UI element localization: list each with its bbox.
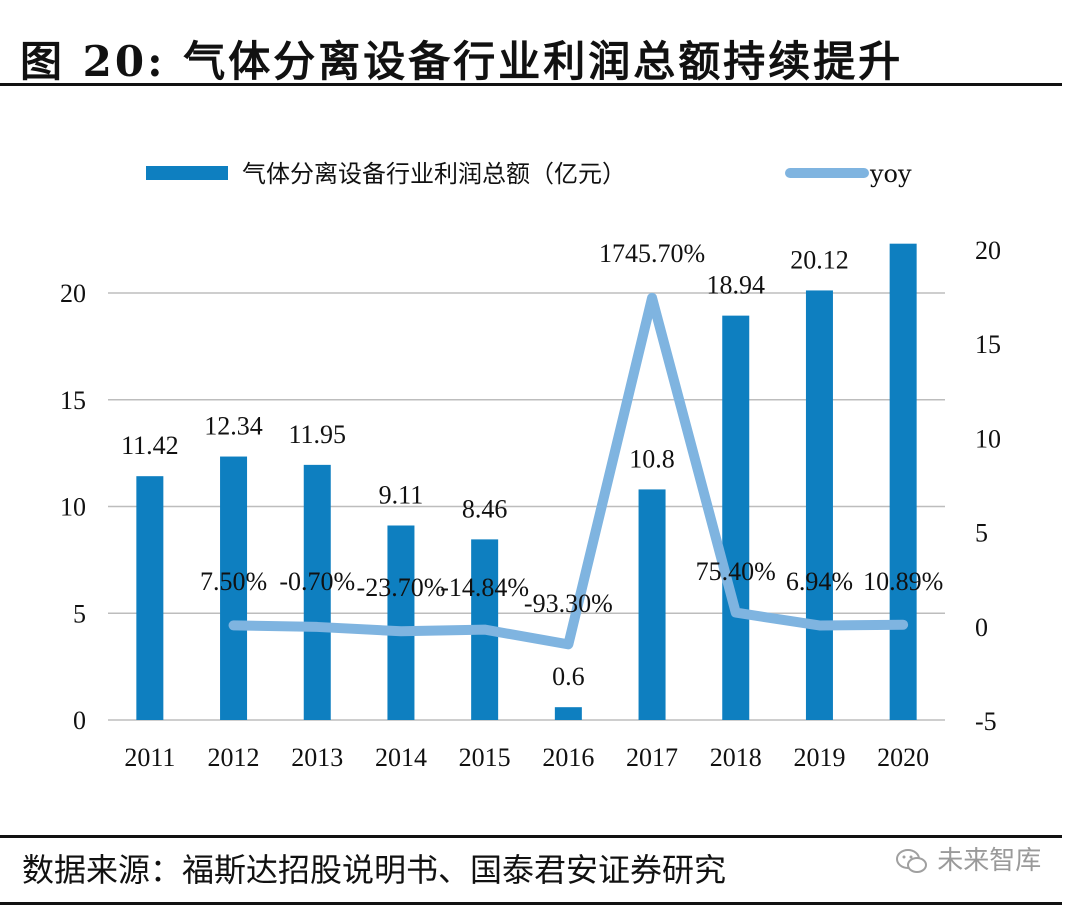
yoy-data-label: -0.70%	[279, 567, 355, 596]
right-tick-label: 20	[975, 236, 1001, 265]
gridlines	[108, 292, 945, 721]
x-tick-label: 2012	[208, 743, 260, 772]
left-axis: 0 5 10 15 20	[60, 279, 86, 735]
yoy-data-labels: 7.50% -0.70% -23.70%-14.84%-93.30% 1745.70%…	[200, 239, 943, 618]
x-tick-label: 2013	[291, 743, 343, 772]
left-tick-label: 10	[60, 493, 86, 522]
bar-data-label: 20.12	[790, 245, 849, 274]
yoy-data-label: -23.70%	[357, 573, 446, 602]
legend-label-yoy: yoy	[869, 160, 912, 188]
x-tick-label: 2018	[710, 743, 762, 772]
x-tick-label: 2017	[626, 743, 678, 772]
bar-data-label: 12.34	[204, 412, 263, 441]
bar-data-label: 8.46	[462, 494, 508, 523]
chart: 气体分离设备行业利润总额（亿元） yoy 0 5 10 15 20 -5 0 5 10 15 20…	[60, 160, 1001, 772]
x-tick-label: 2011	[124, 743, 175, 772]
yoy-data-label: -14.84%	[440, 573, 529, 602]
yoy-line	[228, 292, 909, 650]
x-tick-label: 2019	[793, 743, 845, 772]
yoy-data-label: 6.94%	[786, 567, 853, 596]
bar-data-label: 10.8	[629, 444, 675, 473]
bar	[805, 290, 833, 720]
bar-data-label: 9.11	[379, 481, 424, 510]
bar	[554, 707, 582, 720]
x-tick-label: 2015	[459, 743, 511, 772]
right-tick-label: 15	[975, 330, 1001, 359]
bottom-rule	[0, 902, 1062, 905]
right-tick-label: -5	[975, 707, 997, 736]
bar	[638, 489, 666, 720]
yoy-data-label: -93.30%	[524, 589, 613, 618]
bar-data-label: 18.94	[707, 271, 766, 300]
watermark: 未来智库	[895, 840, 1041, 877]
right-tick-label: 5	[975, 519, 988, 548]
bar-data-label: 11.95	[288, 420, 346, 449]
yoy-line-series	[228, 292, 909, 650]
x-axis: 2011 2012 2013 2014 2015 2016 2017 2018 2019 2020	[124, 743, 929, 772]
left-tick-label: 20	[60, 279, 86, 308]
yoy-data-label: 10.89%	[863, 567, 943, 596]
yoy-data-label: 75.40%	[696, 557, 776, 586]
bar	[722, 315, 750, 720]
left-tick-label: 15	[60, 386, 86, 415]
legend: 气体分离设备行业利润总额（亿元） yoy	[146, 160, 912, 188]
x-tick-label: 2016	[542, 743, 594, 772]
bar-series	[136, 243, 917, 720]
right-axis: -5 0 5 10 15 20	[975, 236, 1001, 736]
data-source: 数据来源：福斯达招股说明书、国泰君安证券研究	[22, 851, 727, 889]
right-tick-label: 10	[975, 424, 1001, 453]
x-tick-label: 2020	[877, 743, 929, 772]
chart-title: 图 20: 气体分离设备行业利润总额持续提升	[20, 37, 904, 86]
yoy-data-label: 1745.70%	[599, 239, 705, 268]
watermark-text: 未来智库	[937, 846, 1042, 876]
left-tick-label: 5	[73, 599, 86, 628]
bar-data-label: 0.6	[552, 662, 585, 691]
bar	[303, 464, 331, 720]
bar	[889, 243, 917, 720]
legend-swatch-bar	[146, 166, 228, 180]
legend-label-bar: 气体分离设备行业利润总额（亿元）	[242, 160, 626, 188]
bar	[220, 456, 248, 720]
x-tick-label: 2014	[375, 743, 427, 772]
bar	[136, 476, 164, 720]
bar-data-labels: 11.42 12.34 11.95 9.11 8.46 0.6 10.8 18.94 20.12	[121, 245, 849, 691]
bar	[387, 525, 415, 720]
right-tick-label: 0	[975, 613, 988, 642]
bar-data-label: 11.42	[121, 431, 179, 460]
left-tick-label: 0	[73, 706, 86, 735]
source-rule	[0, 835, 1062, 838]
title-rule	[0, 83, 1062, 86]
wechat-icon	[895, 848, 929, 876]
yoy-data-label: 7.50%	[200, 567, 267, 596]
